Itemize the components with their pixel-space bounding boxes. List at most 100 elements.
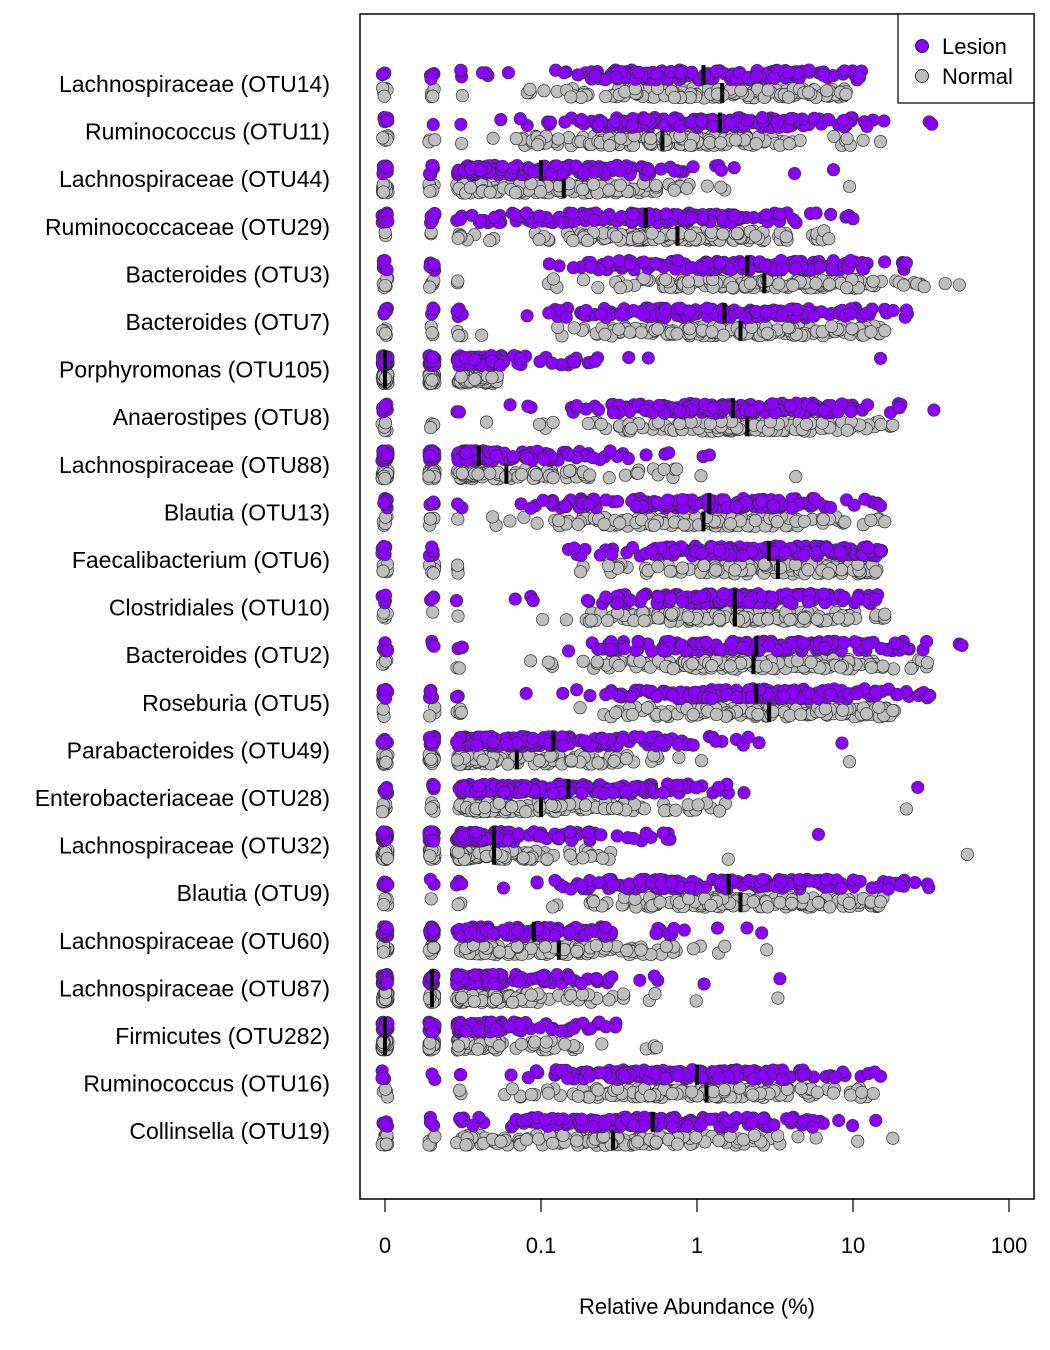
- data-point: [675, 561, 690, 575]
- data-point: [618, 468, 632, 482]
- data-point: [530, 516, 544, 530]
- data-point: [606, 406, 620, 420]
- data-point: [765, 590, 779, 604]
- data-point: [378, 588, 393, 602]
- data-point: [807, 111, 821, 125]
- data-point: [822, 277, 836, 291]
- data-point: [455, 136, 469, 151]
- data-point: [749, 229, 763, 243]
- data-point: [423, 684, 437, 698]
- data-point: [670, 327, 684, 341]
- data-point: [609, 706, 623, 720]
- data-point: [759, 208, 773, 222]
- data-point: [714, 643, 728, 657]
- data-point: [773, 207, 787, 221]
- data-point: [475, 328, 489, 342]
- data-point: [376, 702, 390, 716]
- data-point: [571, 68, 585, 82]
- data-point: [845, 322, 859, 336]
- data-point: [520, 451, 535, 465]
- data-point: [377, 496, 391, 510]
- data-point: [641, 351, 655, 365]
- data-point: [817, 587, 831, 601]
- data-point: [377, 89, 391, 103]
- data-point: [781, 90, 796, 104]
- data-point: [601, 613, 615, 628]
- data-point: [474, 163, 488, 177]
- category-label: Faecalibacterium (OTU6): [72, 547, 330, 573]
- data-point: [822, 232, 836, 246]
- data-point: [709, 707, 724, 722]
- data-point: [647, 518, 661, 532]
- category-label: Blautia (OTU9): [177, 880, 330, 906]
- data-point: [519, 686, 533, 700]
- data-point: [664, 592, 678, 606]
- data-point: [797, 514, 811, 528]
- data-point: [650, 689, 664, 704]
- data-point: [449, 594, 464, 608]
- data-point: [563, 464, 577, 478]
- data-point: [927, 403, 941, 417]
- data-point: [586, 451, 600, 465]
- data-point: [952, 278, 966, 292]
- data-point: [823, 500, 838, 515]
- data-point: [557, 66, 571, 80]
- data-point: [513, 352, 528, 366]
- data-point: [567, 321, 581, 335]
- data-point: [809, 206, 823, 220]
- data-point: [897, 278, 911, 292]
- data-point: [426, 591, 440, 605]
- data-point: [556, 686, 570, 700]
- data-point: [613, 164, 627, 178]
- data-point: [532, 209, 547, 223]
- data-point: [702, 448, 716, 462]
- data-point: [637, 255, 651, 269]
- data-point: [674, 66, 688, 80]
- data-point: [955, 638, 969, 652]
- data-point: [493, 358, 508, 372]
- data-point: [816, 68, 830, 82]
- data-point: [864, 325, 878, 339]
- data-point: [886, 303, 900, 318]
- data-point: [824, 319, 839, 333]
- data-point: [832, 611, 846, 625]
- data-point: [541, 655, 555, 669]
- data-point: [705, 691, 719, 706]
- data-point: [638, 112, 652, 126]
- data-point: [551, 132, 565, 146]
- data-point: [645, 543, 659, 557]
- data-point: [598, 327, 612, 341]
- data-point: [426, 158, 440, 173]
- data-point: [591, 756, 605, 770]
- data-point: [451, 609, 465, 623]
- data-point: [799, 417, 813, 431]
- data-point: [623, 257, 637, 271]
- data-point: [860, 398, 875, 412]
- category-label: Firmicutes (OTU282): [115, 1023, 330, 1049]
- data-point: [681, 275, 695, 289]
- data-point: [717, 587, 731, 601]
- data-point: [864, 513, 878, 527]
- data-point: [874, 642, 888, 656]
- data-point: [526, 594, 540, 608]
- data-point: [546, 272, 560, 286]
- data-point: [451, 497, 465, 511]
- data-point: [662, 446, 676, 460]
- data-point: [580, 593, 594, 607]
- data-point: [576, 273, 591, 287]
- data-point: [632, 65, 646, 79]
- data-point: [533, 185, 548, 199]
- data-point: [820, 84, 834, 98]
- category-label: Parabacteroides (OTU49): [67, 737, 330, 763]
- data-point: [794, 707, 808, 722]
- data-point: [872, 700, 886, 714]
- data-point: [878, 607, 892, 621]
- data-point: [626, 541, 640, 555]
- data-point: [727, 209, 741, 223]
- data-point: [567, 541, 581, 555]
- data-point: [426, 495, 440, 509]
- data-point: [770, 116, 784, 130]
- data-point: [651, 322, 665, 336]
- data-point: [755, 111, 769, 125]
- data-point: [806, 401, 820, 415]
